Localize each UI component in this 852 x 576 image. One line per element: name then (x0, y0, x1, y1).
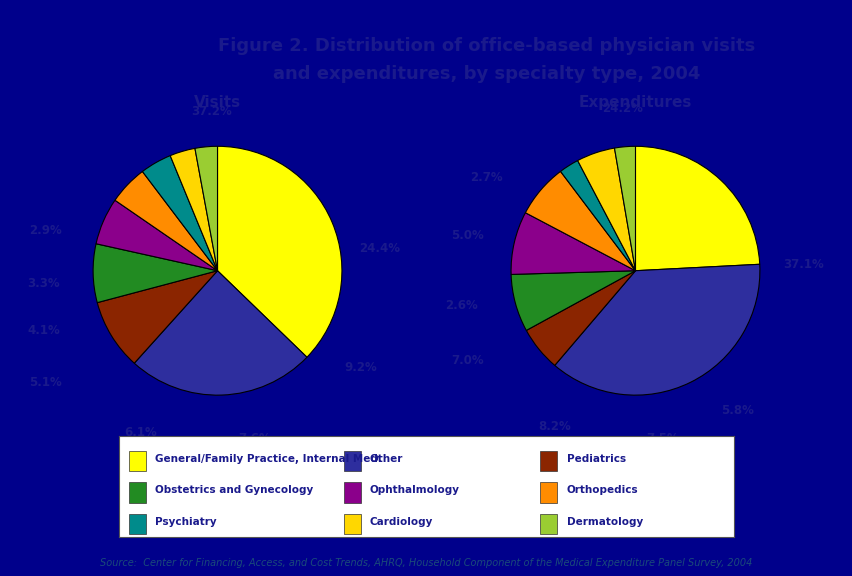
Wedge shape (635, 146, 759, 271)
Title: Expenditures: Expenditures (579, 95, 691, 110)
Text: 5.1%: 5.1% (30, 376, 62, 389)
Wedge shape (195, 146, 217, 271)
Text: 7.6%: 7.6% (239, 432, 271, 445)
Text: 2.6%: 2.6% (445, 299, 477, 312)
Wedge shape (115, 172, 217, 271)
Text: 37.2%: 37.2% (191, 105, 232, 118)
Text: 6.1%: 6.1% (124, 426, 157, 439)
Text: Figure 2. Distribution of office-based physician visits: Figure 2. Distribution of office-based p… (217, 37, 754, 55)
Wedge shape (510, 271, 635, 331)
Text: Pediatrics: Pediatrics (566, 454, 625, 464)
Wedge shape (96, 200, 217, 271)
Title: Visits: Visits (193, 95, 241, 110)
Bar (343, 451, 360, 471)
Wedge shape (142, 156, 217, 271)
Text: and expenditures, by specialty type, 2004: and expenditures, by specialty type, 200… (272, 65, 699, 83)
Wedge shape (525, 172, 635, 271)
Text: Cardiology: Cardiology (370, 517, 433, 526)
Text: 8.2%: 8.2% (538, 420, 570, 433)
Text: Dermatology: Dermatology (566, 517, 642, 526)
Bar (129, 483, 146, 502)
Bar (129, 451, 146, 471)
Wedge shape (510, 213, 635, 274)
Text: General/Family Practice, Internal Med.: General/Family Practice, Internal Med. (155, 454, 382, 464)
Text: Orthopedics: Orthopedics (566, 486, 637, 495)
Text: 9.2%: 9.2% (344, 361, 377, 374)
Bar (539, 514, 556, 534)
Wedge shape (217, 146, 342, 357)
Text: 2.9%: 2.9% (30, 225, 62, 237)
Bar (539, 451, 556, 471)
Wedge shape (613, 146, 635, 271)
Wedge shape (560, 161, 635, 271)
Text: 7.0%: 7.0% (451, 354, 483, 367)
Text: 24.4%: 24.4% (359, 242, 400, 255)
Text: Ophthalmology: Ophthalmology (370, 486, 459, 495)
Wedge shape (577, 148, 635, 271)
Bar (539, 483, 556, 502)
Bar (343, 483, 360, 502)
Wedge shape (170, 149, 217, 271)
Text: 4.1%: 4.1% (27, 324, 60, 337)
Text: Other: Other (370, 454, 403, 464)
Text: 5.0%: 5.0% (451, 229, 483, 242)
Text: 2.7%: 2.7% (469, 171, 502, 184)
Text: 5.8%: 5.8% (720, 404, 753, 416)
Text: Psychiatry: Psychiatry (155, 517, 216, 526)
Text: Source:  Center for Financing, Access, and Cost Trends, AHRQ, Household Componen: Source: Center for Financing, Access, an… (101, 558, 751, 568)
Wedge shape (526, 271, 635, 365)
Text: 3.3%: 3.3% (27, 276, 60, 290)
Text: 24.2%: 24.2% (602, 103, 642, 115)
Wedge shape (554, 264, 759, 395)
Text: 37.1%: 37.1% (782, 258, 823, 271)
Wedge shape (93, 244, 217, 302)
Bar (129, 514, 146, 534)
Wedge shape (97, 271, 217, 363)
Wedge shape (134, 271, 307, 395)
Text: 7.5%: 7.5% (646, 432, 678, 445)
Text: Obstetrics and Gynecology: Obstetrics and Gynecology (155, 486, 313, 495)
Bar (343, 514, 360, 534)
